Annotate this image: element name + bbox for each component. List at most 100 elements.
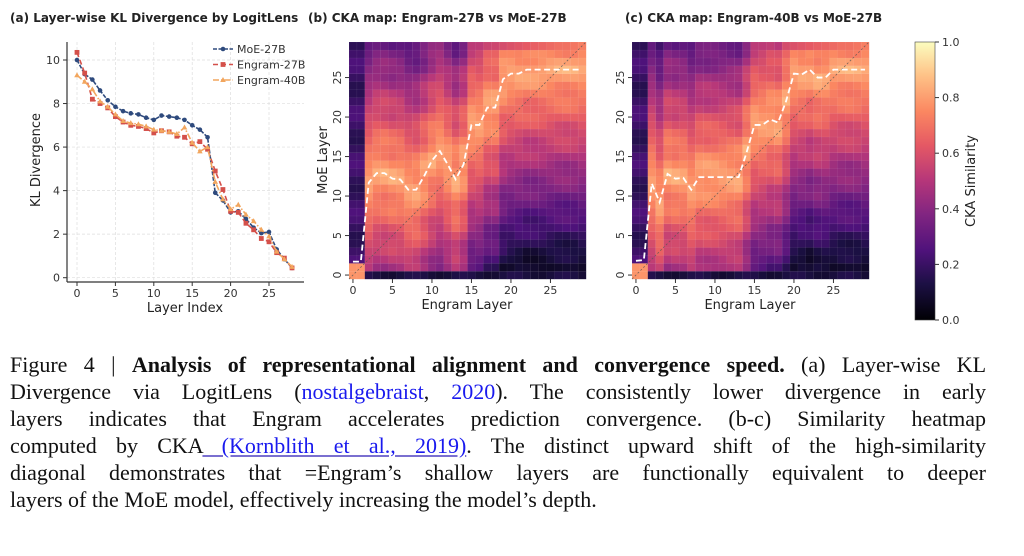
citation-link-year[interactable]: 2020 xyxy=(451,379,496,404)
y-tick-label: 5 xyxy=(331,232,344,239)
heatmap-cell xyxy=(837,73,846,82)
heatmap-cell xyxy=(671,263,680,272)
heatmap-cell xyxy=(562,112,571,122)
heatmap-cell xyxy=(805,136,815,146)
heatmap-cell xyxy=(774,57,783,67)
heatmap-cell xyxy=(695,104,704,114)
heatmap-cell xyxy=(797,223,807,232)
heatmap-cell xyxy=(483,152,492,161)
data-point-MoE-27B xyxy=(197,127,203,132)
heatmap-cell xyxy=(837,215,846,225)
caption-text: ). The consistently lower divergence in … xyxy=(495,379,986,404)
heatmap-cell xyxy=(639,168,649,177)
heatmap-cell xyxy=(554,81,563,90)
heatmap-cell xyxy=(734,207,744,217)
heatmap-cell xyxy=(837,199,846,209)
heatmap-cell xyxy=(860,152,870,161)
heatmap-cell xyxy=(718,41,728,51)
heatmap-cell xyxy=(483,112,492,122)
heatmap-cell xyxy=(860,247,870,256)
heatmap-cell xyxy=(837,223,846,232)
citation-link-author[interactable]: nostalgebraist xyxy=(301,379,424,404)
heatmap-cell xyxy=(483,239,492,248)
data-point-Engram-40B xyxy=(250,218,257,224)
heatmap-cell xyxy=(562,89,571,98)
y-tick-label: 10 xyxy=(331,189,344,203)
heatmap-cell xyxy=(679,215,688,225)
heatmap-cell xyxy=(734,41,744,51)
heatmap-cell xyxy=(829,231,838,240)
heatmap-cell xyxy=(459,215,468,225)
heatmap-cell xyxy=(380,215,389,225)
heatmap-cell xyxy=(506,57,516,67)
heatmap-cell xyxy=(435,215,445,225)
heatmap-cell xyxy=(570,183,579,193)
heatmap-cell xyxy=(718,57,728,67)
heatmap-cell xyxy=(789,191,799,201)
heatmap-cell xyxy=(726,191,736,201)
heatmap-cell xyxy=(718,270,728,280)
heatmap-cell xyxy=(655,239,665,248)
heatmap-cell xyxy=(687,128,696,138)
heatmap-cell xyxy=(348,112,358,122)
heatmap-cell xyxy=(687,168,696,177)
heatmap-cell xyxy=(742,191,751,201)
heatmap-cell xyxy=(742,270,751,280)
heatmap-cell xyxy=(821,270,830,280)
heatmap-cell xyxy=(522,120,532,130)
heatmap-cell xyxy=(734,144,744,153)
heatmap-cell xyxy=(419,73,429,82)
heatmap-cell xyxy=(695,57,704,67)
heatmap-cell xyxy=(813,97,823,106)
heatmap-cell xyxy=(538,160,547,169)
heatmap-cell xyxy=(380,128,389,138)
heatmap-cell xyxy=(443,81,453,90)
heatmap-cell xyxy=(797,176,807,185)
y-tick-label: 20 xyxy=(331,110,344,124)
heatmap-cell xyxy=(710,89,720,98)
heatmap-cell xyxy=(491,41,500,51)
heatmap-cell xyxy=(718,152,728,161)
heatmap-cell xyxy=(522,191,532,201)
heatmap-cell xyxy=(655,104,665,114)
heatmap-cell xyxy=(797,49,807,59)
heatmap-cell xyxy=(404,183,413,193)
heatmap-cell xyxy=(845,49,854,59)
heatmap-cell xyxy=(821,263,830,272)
heatmap-cell xyxy=(702,152,712,161)
x-tick-label: 0 xyxy=(349,284,356,297)
heatmap-cell xyxy=(498,199,508,209)
heatmap-cell xyxy=(467,41,476,51)
heatmap-cell xyxy=(845,255,854,264)
heatmap-cell xyxy=(853,97,862,106)
heatmap-cell xyxy=(774,199,783,209)
heatmap-cell xyxy=(562,160,571,169)
heatmap-cell xyxy=(419,41,429,51)
heatmap-cell xyxy=(356,89,366,98)
heatmap-cell xyxy=(734,247,744,256)
heatmap-cell xyxy=(451,65,461,74)
heatmap-cell xyxy=(734,112,744,122)
heatmap-cell xyxy=(348,120,358,130)
x-tick-label: 25 xyxy=(826,284,840,297)
heatmap-cell xyxy=(758,255,767,264)
heatmap-cell xyxy=(427,97,437,106)
heatmap-cell xyxy=(789,176,799,185)
heatmap-cell xyxy=(427,239,437,248)
citation-link-kornblith[interactable]: (Kornblith et al., 2019) xyxy=(202,433,467,458)
y-tick-label: 2 xyxy=(53,228,60,241)
heatmap-cell xyxy=(459,239,468,248)
heatmap-cell xyxy=(789,89,799,98)
data-point-MoE-27B xyxy=(182,117,187,123)
y-tick-label: 4 xyxy=(53,185,60,198)
x-tick-label: 10 xyxy=(147,287,161,300)
heatmap-cell xyxy=(483,49,492,59)
heatmap-cell xyxy=(774,231,783,240)
heatmap-cell xyxy=(514,144,524,153)
heatmap-cell xyxy=(475,65,484,74)
heatmap-cell xyxy=(647,152,657,161)
heatmap-cell xyxy=(718,215,728,225)
heatmap-cell xyxy=(562,73,571,82)
heatmap-cell xyxy=(758,41,767,51)
heatmap-cell xyxy=(380,199,389,209)
